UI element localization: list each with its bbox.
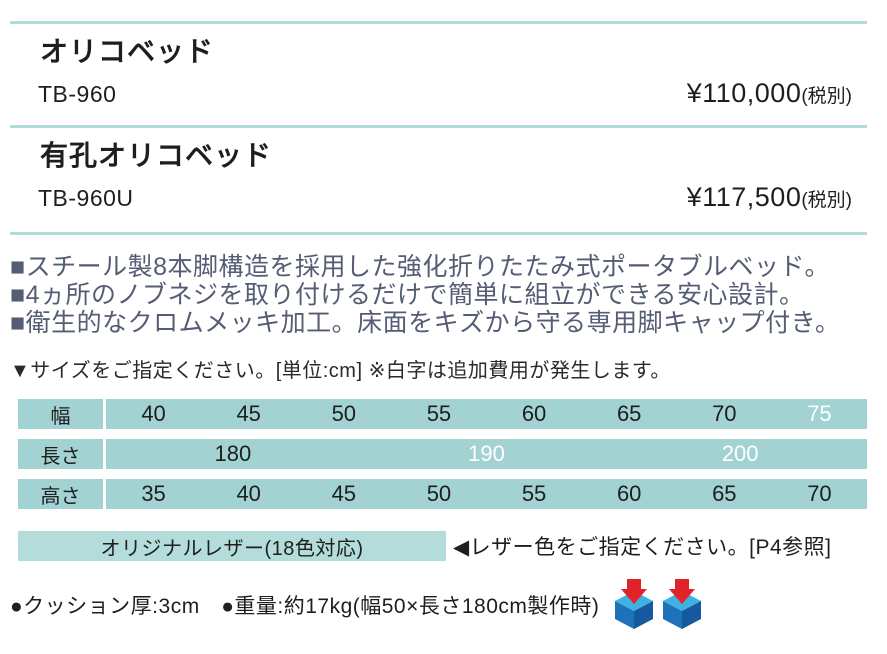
size-cell-extra-cost: 190 (468, 441, 505, 466)
size-cell-extra-cost: 200 (721, 441, 759, 466)
price: ¥110,000(税別) (687, 78, 852, 113)
size-cell: 180 (214, 441, 252, 466)
size-cell: 55 (521, 481, 547, 506)
price-amount: ¥117,500 (686, 182, 802, 212)
spec-footer: ●クッション厚:3cm ●重量:約17kg(幅50×長さ180cm製作時) (10, 579, 867, 631)
size-cell: 45 (236, 401, 261, 426)
product-name: オリコベッド (40, 36, 215, 67)
size-cell: 60 (521, 401, 547, 426)
tax-note: (税別) (801, 86, 852, 107)
feature-list: ■スチール製8本脚構造を採用した強化折りたたみ式ポータブルベッド。 ■4ヵ所のノ… (10, 253, 877, 337)
price-amount: ¥110,000 (686, 78, 802, 108)
feature-item: ■4ヵ所のノブネジを取り付けるだけで簡単に組立ができる安心設計。 (10, 281, 805, 309)
model-price-row: TB-960 ¥110,000(税別) (38, 78, 852, 113)
size-cell: 40 (236, 481, 261, 506)
price: ¥117,500(税別) (687, 182, 852, 217)
feature-item: ■衛生的なクロムメッキ加工。床面をキズから守る専用脚キャップ付き。 (10, 309, 841, 337)
table-row-height: 高さ 35 40 45 50 55 60 65 70 (18, 479, 867, 509)
compact-storage-icon (615, 579, 654, 629)
row-cells: 40 45 50 55 60 65 70 75 (106, 399, 867, 429)
row-label: 幅 (18, 399, 103, 429)
divider (10, 125, 867, 128)
size-cell: 35 (141, 481, 166, 506)
leather-option-row: オリジナルレザー(18色対応) ◀レザー色をご指定ください。[P4参照] (18, 531, 867, 561)
divider-bottom (10, 232, 867, 235)
compact-storage-icons (613, 579, 703, 631)
size-cell: 65 (616, 401, 642, 426)
feature-item: ■スチール製8本脚構造を採用した強化折りたたみ式ポータブルベッド。 (10, 253, 831, 281)
row-label: 長さ (18, 439, 103, 469)
table-row-width: 幅 40 45 50 55 60 65 70 75 (18, 399, 867, 429)
size-table: 幅 40 45 50 55 60 65 70 75 長さ 180 190 200… (18, 399, 867, 509)
size-cell: 70 (712, 401, 737, 426)
tax-note: (税別) (801, 190, 852, 211)
size-cell-extra-cost: 75 (807, 401, 832, 426)
row-label: 高さ (18, 479, 103, 509)
size-cell: 70 (807, 481, 832, 506)
size-cell: 60 (616, 481, 642, 506)
leather-color-note: ◀レザー色をご指定ください。[P4参照] (453, 536, 832, 559)
size-cell: 50 (331, 401, 357, 426)
size-cell: 45 (331, 481, 357, 506)
product-name: 有孔オリコベッド (40, 140, 273, 171)
model-number: TB-960U (38, 185, 134, 211)
spec-text: ●クッション厚:3cm ●重量:約17kg(幅50×長さ180cm製作時) (10, 595, 600, 618)
product-block-2: 有孔オリコベッド TB-960U ¥117,500(税別) (0, 140, 887, 217)
product-block-1: オリコベッド TB-960 ¥110,000(税別) (0, 36, 887, 113)
size-cell: 40 (141, 401, 166, 426)
size-cell: 55 (426, 401, 452, 426)
model-number: TB-960 (38, 81, 117, 107)
row-cells: 35 40 45 50 55 60 65 70 (106, 479, 867, 509)
model-price-row: TB-960U ¥117,500(税別) (38, 182, 852, 217)
leather-option-band: オリジナルレザー(18色対応) (18, 531, 446, 561)
row-cells: 180 190 200 (106, 439, 867, 469)
size-cell: 65 (712, 481, 737, 506)
size-selection-note: ▼サイズをご指定ください。[単位:cm] ※白字は追加費用が発生します。 (10, 360, 671, 382)
size-cell: 50 (426, 481, 452, 506)
compact-storage-icon (663, 579, 702, 629)
catalog-page: オリコベッド TB-960 ¥110,000(税別) 有孔オリコベッド TB-9… (0, 21, 887, 654)
divider-top (10, 21, 867, 24)
table-row-length: 長さ 180 190 200 (18, 439, 867, 469)
